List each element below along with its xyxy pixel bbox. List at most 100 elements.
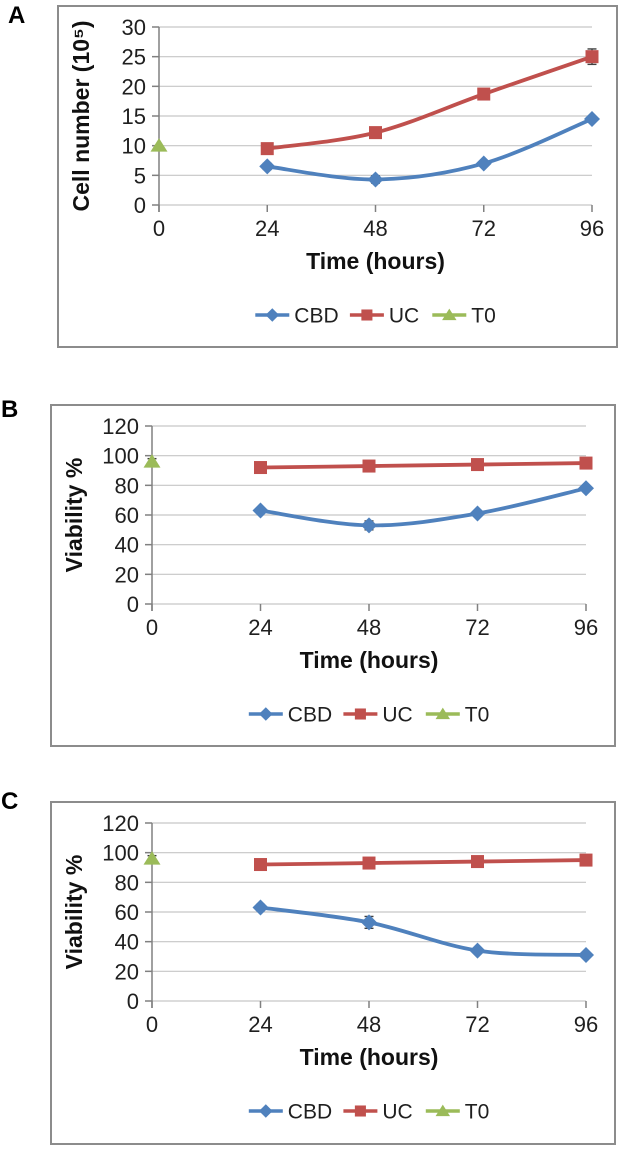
panel-b: 0 20 40 60 80 100 120 0 24 48 72 96 Time (hours) Viab… bbox=[50, 404, 616, 747]
marker-UC bbox=[362, 856, 376, 870]
y-tick-label: 30 bbox=[122, 15, 146, 40]
series-UC bbox=[254, 456, 593, 475]
marker-T0 bbox=[150, 138, 168, 152]
series-CBD bbox=[252, 899, 594, 964]
marker-T0 bbox=[143, 851, 161, 865]
y-tick-label: 120 bbox=[102, 811, 139, 836]
gridlines bbox=[152, 425, 586, 605]
x-tick-label: 72 bbox=[465, 1012, 489, 1037]
panel-label-a: A bbox=[8, 2, 26, 29]
tick-labels: 0 20 40 60 80 100 120 0 24 48 72 96 bbox=[102, 414, 598, 640]
marker-T0 bbox=[143, 454, 161, 468]
x-tick-label: 24 bbox=[255, 216, 279, 241]
series-UC bbox=[260, 48, 599, 156]
series-line-CBD bbox=[265, 117, 594, 182]
legend-item-UC: UC bbox=[343, 704, 413, 727]
axes bbox=[152, 26, 593, 212]
legend-label-T0: T0 bbox=[465, 704, 490, 727]
axes bbox=[145, 822, 587, 1008]
gridlines bbox=[159, 26, 592, 206]
x-tick-label: 24 bbox=[248, 615, 272, 640]
legend-label-CBD: CBD bbox=[294, 305, 338, 328]
x-tick-label: 24 bbox=[248, 1012, 272, 1037]
y-tick-label: 60 bbox=[115, 503, 139, 528]
y-tick-label: 40 bbox=[115, 930, 139, 955]
gridlines bbox=[152, 822, 586, 1002]
marker-UC bbox=[579, 456, 593, 470]
x-tick-label: 48 bbox=[363, 216, 387, 241]
series-line-UC bbox=[258, 461, 588, 470]
y-tick-label: 20 bbox=[115, 959, 139, 984]
y-tick-label: 60 bbox=[115, 900, 139, 925]
y-tick-label: 20 bbox=[122, 74, 146, 99]
x-tick-label: 0 bbox=[146, 1012, 158, 1037]
x-axis-title: Time (hours) bbox=[306, 248, 445, 274]
marker-UC bbox=[471, 855, 484, 869]
marker-CBD bbox=[361, 914, 377, 931]
marker-CBD bbox=[475, 155, 492, 172]
legend-label-T0: T0 bbox=[471, 305, 496, 328]
series-T0 bbox=[143, 851, 161, 865]
legend-marker-T0 bbox=[435, 707, 451, 720]
marker-CBD bbox=[578, 480, 594, 497]
chart-a-canvas: 0 5 10 15 20 25 30 0 24 48 72 96 Time (hours) Cell nu… bbox=[68, 15, 604, 328]
y-tick-label: 100 bbox=[102, 444, 139, 469]
legend-marker-CBD bbox=[265, 308, 280, 322]
y-tick-label: 80 bbox=[115, 473, 139, 498]
y-tick-label: 10 bbox=[122, 134, 146, 159]
y-tick-label: 80 bbox=[115, 870, 139, 895]
legend-item-CBD: CBD bbox=[248, 1101, 332, 1124]
marker-CBD bbox=[259, 158, 276, 175]
legend: CBD UC T0 bbox=[248, 704, 490, 727]
marker-CBD bbox=[252, 502, 269, 519]
x-tick-label: 96 bbox=[574, 1012, 598, 1037]
legend-item-UC: UC bbox=[343, 1101, 413, 1124]
panel-label-b: B bbox=[1, 396, 19, 423]
legend-label-CBD: CBD bbox=[288, 704, 332, 727]
y-axis-title: Viability % bbox=[61, 458, 87, 573]
y-tick-label: 0 bbox=[134, 193, 146, 218]
y-tick-label: 5 bbox=[134, 163, 146, 188]
legend-label-T0: T0 bbox=[465, 1101, 490, 1124]
marker-CBD bbox=[252, 899, 269, 916]
legend-marker-T0 bbox=[442, 308, 457, 321]
x-axis-title: Time (hours) bbox=[300, 1044, 439, 1070]
legend-marker-UC bbox=[354, 708, 366, 720]
marker-UC bbox=[579, 853, 593, 867]
x-tick-label: 48 bbox=[357, 615, 381, 640]
x-tick-label: 48 bbox=[357, 1012, 381, 1037]
series-CBD bbox=[252, 480, 594, 534]
legend-marker-UC bbox=[361, 309, 373, 321]
tick-labels: 0 20 40 60 80 100 120 0 24 48 72 96 bbox=[102, 811, 598, 1037]
marker-UC bbox=[362, 459, 376, 473]
legend-marker-CBD bbox=[259, 707, 273, 721]
legend-item-CBD: CBD bbox=[248, 704, 332, 727]
series-T0 bbox=[143, 454, 161, 468]
legend-item-T0: T0 bbox=[425, 704, 490, 727]
marker-UC bbox=[254, 858, 267, 872]
x-tick-label: 0 bbox=[153, 216, 165, 241]
series-UC bbox=[254, 853, 593, 872]
series-T0 bbox=[150, 138, 168, 152]
legend-label-UC: UC bbox=[382, 704, 412, 727]
legend-item-T0: T0 bbox=[432, 305, 496, 328]
y-tick-label: 0 bbox=[127, 989, 139, 1014]
marker-UC bbox=[254, 461, 267, 475]
y-tick-label: 20 bbox=[115, 562, 139, 587]
legend-marker-T0 bbox=[435, 1104, 451, 1117]
legend-label-CBD: CBD bbox=[288, 1101, 332, 1124]
panel-c: 0 20 40 60 80 100 120 0 24 48 72 96 Time (hours) Viab… bbox=[50, 801, 616, 1145]
y-axis-title: Viability % bbox=[61, 855, 87, 970]
marker-UC bbox=[369, 126, 382, 140]
legend-marker-UC bbox=[354, 1105, 366, 1117]
x-tick-label: 72 bbox=[472, 216, 496, 241]
y-tick-label: 25 bbox=[122, 45, 146, 70]
legend: CBD UC T0 bbox=[255, 305, 496, 328]
marker-CBD bbox=[584, 110, 600, 127]
legend-label-UC: UC bbox=[382, 1101, 412, 1124]
x-axis-title: Time (hours) bbox=[300, 647, 439, 673]
marker-UC bbox=[477, 87, 491, 101]
legend-item-CBD: CBD bbox=[255, 305, 339, 328]
x-tick-label: 72 bbox=[465, 615, 489, 640]
